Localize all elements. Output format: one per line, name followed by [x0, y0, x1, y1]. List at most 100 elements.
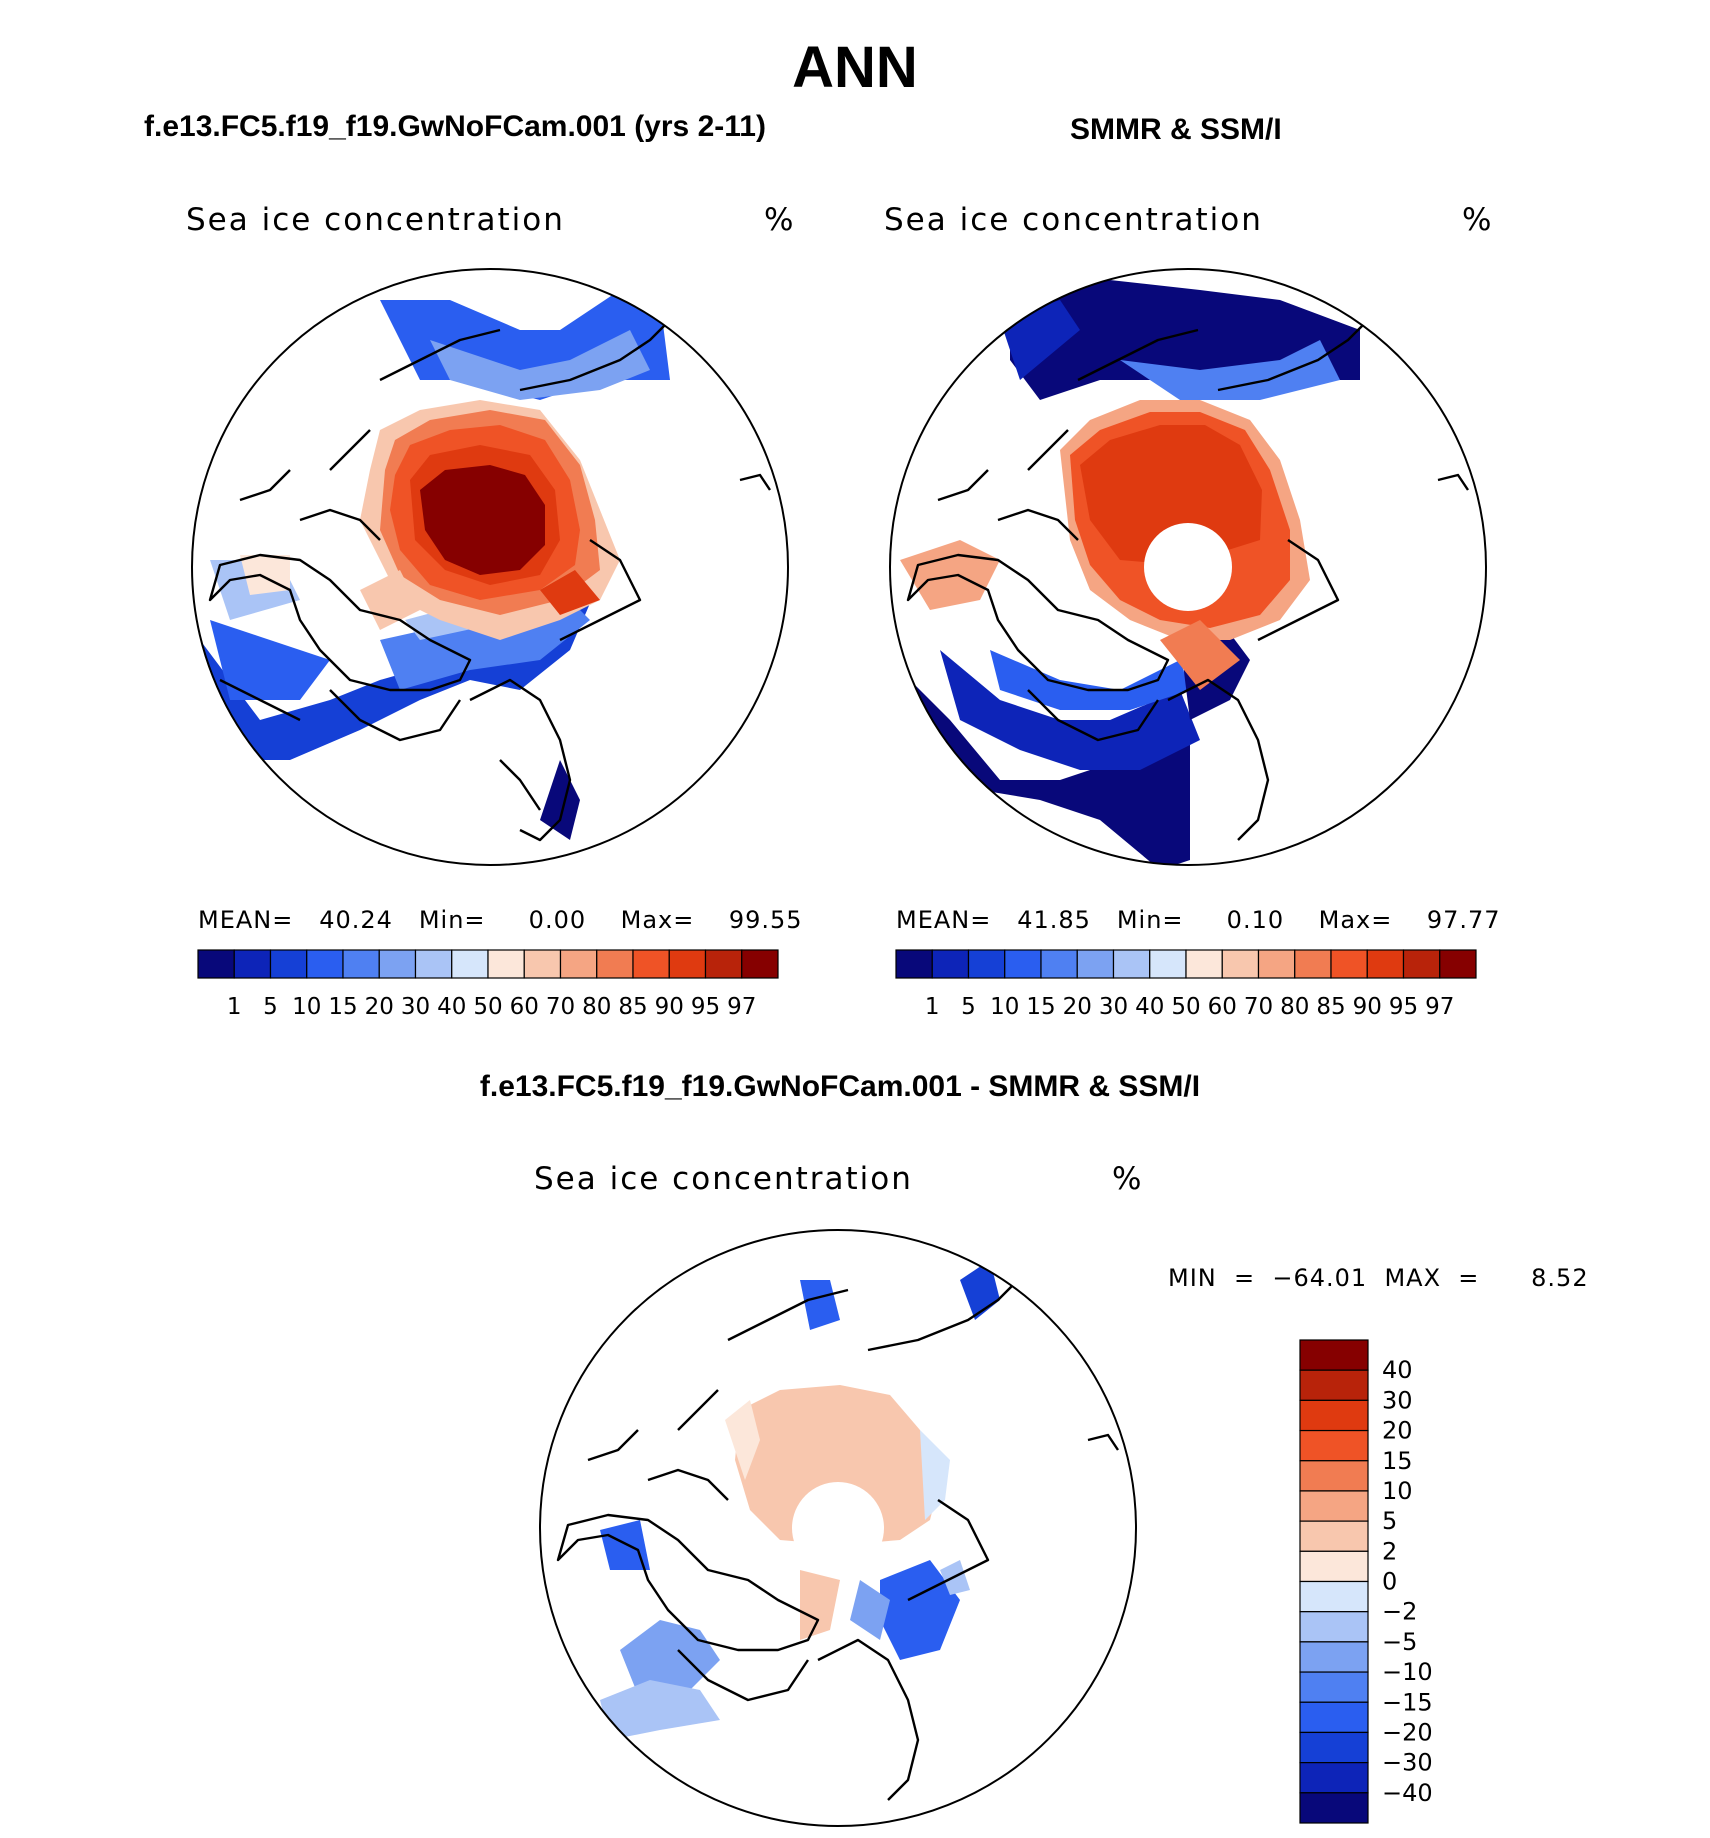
model-coastlines	[208, 319, 771, 842]
obs-colorbar-swatch	[895, 949, 933, 979]
diff-colorbar-swatch	[1299, 1792, 1369, 1824]
obs-colorbar-tick-label: 10	[990, 994, 1019, 1020]
model-map	[200, 290, 771, 842]
model-colorbar-swatch	[741, 949, 779, 979]
obs-colorbar-tick-label: 70	[1244, 994, 1273, 1020]
diff-colorbar-swatch	[1299, 1731, 1369, 1764]
diff-colorbar-swatch	[1299, 1490, 1369, 1522]
model-colorbar-swatch	[378, 949, 417, 979]
model-colorbar-tick-label: 5	[263, 994, 278, 1020]
obs-panel-heading: SMMR & SSM/I	[1070, 113, 1282, 146]
obs-colorbar-tick-label: 15	[1026, 994, 1055, 1020]
obs-colorbar-swatch	[1076, 949, 1115, 979]
obs-colorbar-tick-label: 1	[925, 994, 940, 1020]
diff-colorbar-swatch	[1299, 1762, 1369, 1794]
model-colorbar-swatch	[632, 949, 670, 979]
model-colorbar-swatch	[523, 949, 562, 979]
diff-colorbar-swatch	[1299, 1701, 1369, 1734]
model-colorbar-swatch	[487, 949, 525, 979]
diff-stats: MIN = −64.01 MAX = 8.52	[1168, 1264, 1589, 1292]
model-colorbar-tick-label: 60	[510, 994, 539, 1020]
obs-colorbar-swatch	[1294, 949, 1332, 979]
obs-colorbar-tick-label: 40	[1135, 994, 1164, 1020]
model-colorbar-swatch	[559, 949, 598, 979]
model-variable-label: Sea ice concentration	[186, 202, 565, 238]
model-units-label: %	[764, 202, 796, 238]
model-colorbar-tick-label: 1	[227, 994, 242, 1020]
diff-colorbar-tick-label: −10	[1382, 1658, 1433, 1686]
model-colorbar-tick-label: 20	[365, 994, 394, 1020]
obs-colorbar-swatch	[1402, 949, 1441, 979]
diff-panel-heading: f.e13.FC5.f19_f19.GwNoFCam.001 - SMMR & …	[479, 1070, 1201, 1103]
model-colorbar-swatch	[451, 949, 489, 979]
obs-colorbar-tick-label: 80	[1280, 994, 1309, 1020]
diff-colorbar-swatch	[1299, 1520, 1369, 1552]
diff-colorbar-swatch	[1299, 1641, 1369, 1673]
obs-colorbar-swatch	[967, 949, 1006, 979]
diff-colorbar-tick-label: −5	[1382, 1628, 1417, 1656]
model-colorbar-swatch	[233, 949, 272, 979]
diff-colorbar-tick-label: 5	[1382, 1507, 1397, 1535]
obs-colorbar-tick-label: 95	[1389, 994, 1418, 1020]
obs-colorbar-tick-label: 85	[1316, 994, 1345, 1020]
obs-colorbar-swatch	[1112, 949, 1151, 979]
diff-colorbar-swatch	[1299, 1429, 1369, 1462]
diff-units-label: %	[1112, 1161, 1144, 1197]
diff-colorbar-tick-label: −30	[1382, 1749, 1433, 1777]
obs-colorbar-swatch	[1149, 949, 1187, 979]
model-stats: MEAN= 40.24 Min= 0.00 Max= 99.55	[198, 906, 803, 934]
model-colorbar-tick-label: 50	[473, 994, 502, 1020]
obs-units-label: %	[1462, 202, 1494, 238]
diff-colorbar-tick-label: −2	[1382, 1598, 1417, 1626]
obs-colorbar-tick-label: 30	[1099, 994, 1128, 1020]
diff-colorbar-tick-label: 10	[1382, 1477, 1413, 1505]
model-colorbar-swatch	[704, 949, 743, 979]
diff-colorbar-tick-label: 20	[1382, 1417, 1413, 1445]
obs-map	[890, 280, 1469, 865]
model-colorbar-tick-label: 30	[401, 994, 430, 1020]
obs-colorbar-swatch	[1221, 949, 1260, 979]
obs-colorbar-swatch	[1330, 949, 1368, 979]
model-colorbar-swatch	[306, 949, 344, 979]
obs-colorbar-tick-label: 97	[1425, 994, 1454, 1020]
diff-colorbar-swatch	[1299, 1399, 1369, 1432]
diff-variable-label: Sea ice concentration	[534, 1161, 913, 1197]
model-colorbar-swatch	[342, 949, 380, 979]
model-colorbar-tick-label: 97	[727, 994, 756, 1020]
obs-colorbar-tick-label: 50	[1171, 994, 1200, 1020]
obs-colorbar-swatch	[1004, 949, 1042, 979]
obs-colorbar-swatch	[931, 949, 970, 979]
model-colorbar: 1 5 10 15 20 30 40 50 60 70 80 85 90 95 97	[197, 949, 779, 1020]
diff-map	[556, 1260, 1119, 1801]
obs-colorbar: 1 5 10 15 20 30 40 50 60 70 80 85 90 95 97	[895, 949, 1477, 1020]
diff-colorbar-tick-label: 0	[1382, 1568, 1397, 1596]
diff-colorbar-tick-label: 30	[1382, 1386, 1413, 1414]
obs-variable-label: Sea ice concentration	[884, 202, 1263, 238]
diff-colorbar-swatch	[1299, 1369, 1369, 1401]
obs-map-border	[889, 268, 1487, 866]
model-colorbar-swatch	[269, 949, 308, 979]
model-panel-heading: f.e13.FC5.f19_f19.GwNoFCam.001 (yrs 2-11…	[144, 110, 766, 143]
model-colorbar-tick-label: 80	[582, 994, 611, 1020]
diff-colorbar-tick-label: 40	[1382, 1356, 1413, 1384]
diff-colorbar-swatch	[1299, 1611, 1369, 1643]
obs-colorbar-swatch	[1040, 949, 1078, 979]
model-colorbar-swatch	[596, 949, 634, 979]
model-map-border	[191, 268, 789, 866]
diff-colorbar-tick-label: 2	[1382, 1537, 1397, 1565]
model-colorbar-swatch	[668, 949, 707, 979]
model-ice-field	[200, 290, 670, 840]
figure-title: ANN	[792, 35, 918, 100]
model-colorbar-tick-label: 10	[292, 994, 321, 1020]
model-colorbar-tick-label: 40	[437, 994, 466, 1020]
model-colorbar-tick-label: 90	[655, 994, 684, 1020]
diff-coastlines	[556, 1279, 1119, 1801]
obs-colorbar-swatch	[1185, 949, 1223, 979]
obs-ice-field	[890, 280, 1360, 865]
diff-colorbar-tick-label: −15	[1382, 1688, 1433, 1716]
obs-stats: MEAN= 41.85 Min= 0.10 Max= 97.77	[896, 906, 1501, 934]
obs-colorbar-tick-label: 5	[961, 994, 976, 1020]
obs-colorbar-swatch	[1439, 949, 1477, 979]
diff-map-border	[539, 1229, 1137, 1827]
